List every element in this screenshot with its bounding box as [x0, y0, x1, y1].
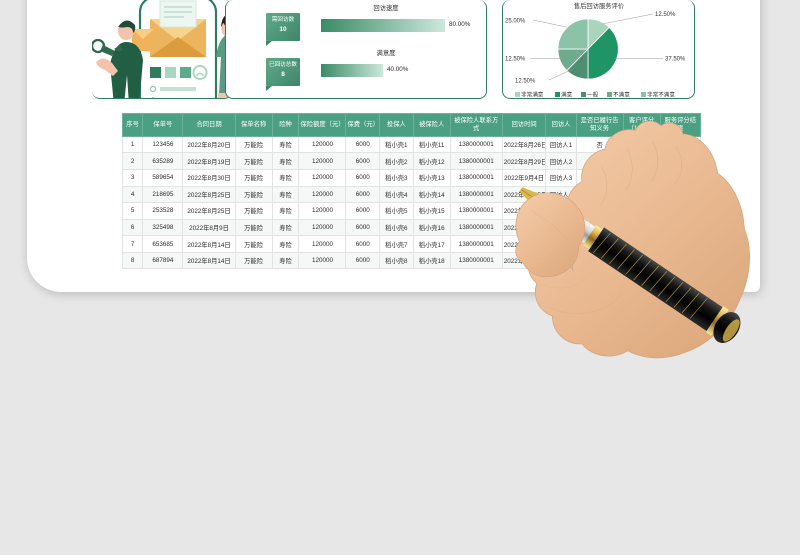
svg-text:非常满意: 非常满意: [521, 90, 544, 98]
svg-text:12.50%: 12.50%: [515, 79, 536, 85]
svg-text:37.50%: 37.50%: [665, 57, 686, 63]
svg-text:25.00%: 25.00%: [505, 19, 526, 25]
svg-text:满意: 满意: [561, 90, 573, 98]
svg-text:不满意: 不满意: [613, 90, 630, 98]
svg-text:12.50%: 12.50%: [655, 12, 676, 18]
svg-text:一般: 一般: [587, 90, 599, 98]
svg-text:12.50%: 12.50%: [505, 57, 526, 63]
svg-text:非常不满意: 非常不满意: [647, 90, 675, 98]
svg-text:售后回访服务评价: 售后回访服务评价: [574, 1, 625, 10]
